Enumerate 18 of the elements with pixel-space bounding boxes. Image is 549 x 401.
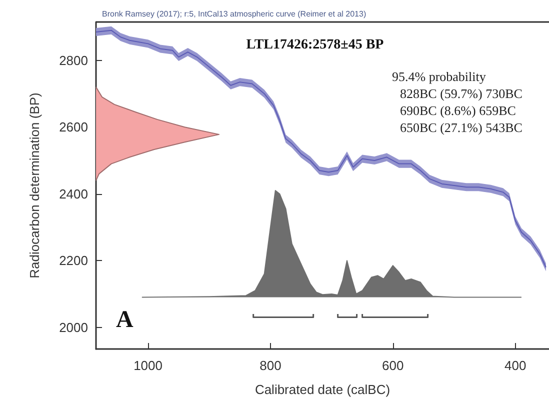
annotation: 690BC (8.6%) 659BC <box>400 103 516 118</box>
y-tick-label: 2400 <box>59 186 88 202</box>
chart-subtitle: Bronk Ramsey (2017); r:5, IntCal13 atmospheric curve (Reimer et al 2013) <box>102 10 366 18</box>
annotation: 828BC (59.7%) 730BC <box>400 86 522 101</box>
y-axis-title: Radiocarbon determination (BP) <box>27 92 42 278</box>
x-tick-label: 1000 <box>134 358 162 373</box>
y-tick-label: 2200 <box>59 253 88 268</box>
text: LTL17426:2578±45 BP <box>246 38 384 52</box>
x-tick-label: 800 <box>260 358 282 373</box>
annotation: 650BC (27.1%) 543BC <box>400 120 522 135</box>
x-axis-title: Calibrated date (calBC) <box>254 382 390 397</box>
annotation: A <box>116 307 134 333</box>
x-tick-label: 400 <box>504 358 526 373</box>
annotation: 95.4% probability <box>392 69 486 84</box>
y-tick-label: 2800 <box>59 52 88 68</box>
x-tick-label: 600 <box>382 358 404 373</box>
y-tick-label: 2000 <box>59 320 88 335</box>
y-tick-label: 2600 <box>59 120 88 135</box>
